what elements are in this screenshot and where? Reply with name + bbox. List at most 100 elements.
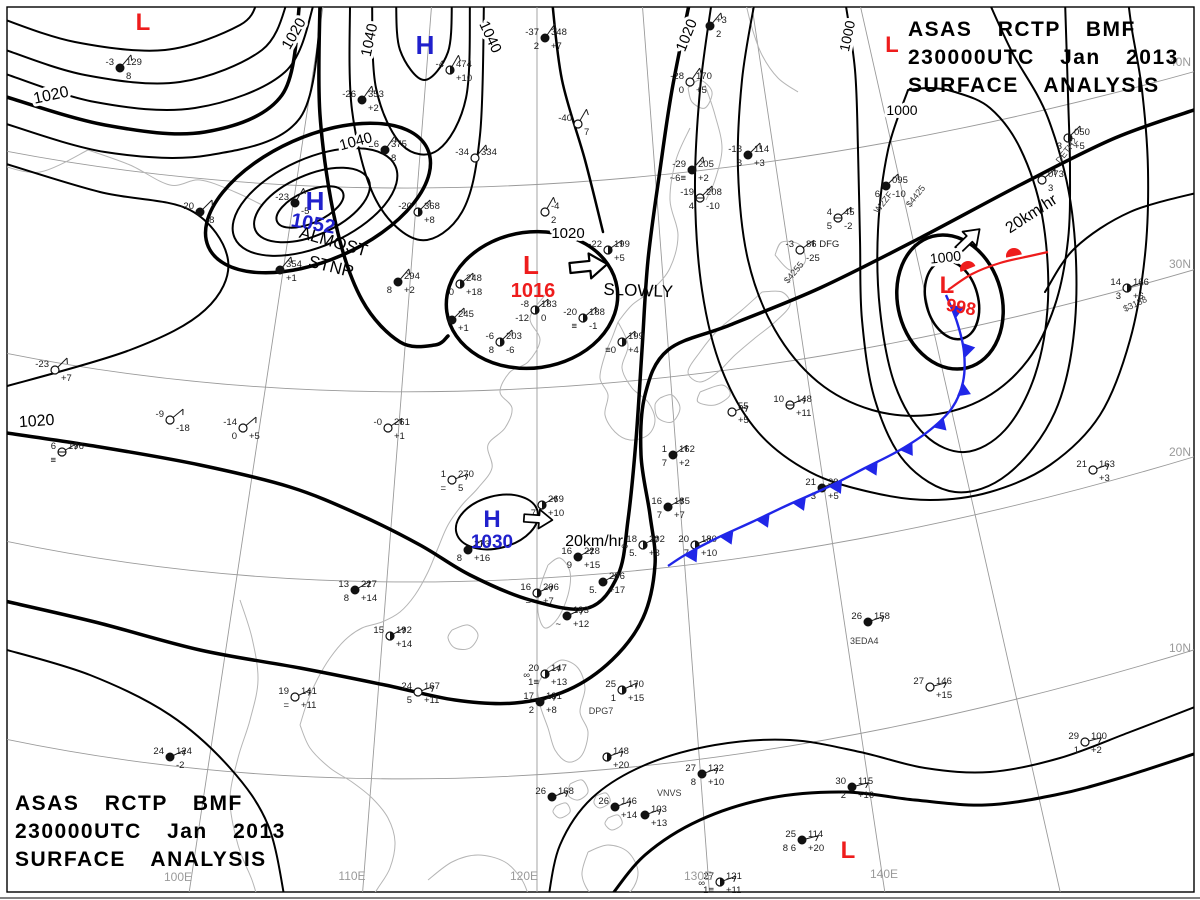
motion-arrow — [522, 508, 554, 530]
longitude-label: 110E — [338, 869, 365, 883]
station-tendency: 0 — [541, 313, 546, 324]
wind-barb-tick — [702, 156, 705, 163]
station-tendency: +14 — [621, 810, 637, 821]
wind-barb-tick — [681, 498, 684, 505]
isobar — [7, 7, 287, 85]
station-symbol — [275, 265, 285, 275]
coastline — [593, 792, 611, 809]
pressure-center-high: H — [416, 30, 435, 60]
station-symbol-half — [390, 632, 394, 640]
pressure-center-low: L — [885, 32, 898, 57]
latitude-label: 20N — [1169, 445, 1191, 459]
warm-front-semicircle — [1006, 248, 1022, 258]
station-pressure: 205 — [698, 159, 714, 170]
coastline — [599, 321, 656, 441]
title-word: BMF — [167, 792, 243, 815]
station-plot: -4 474 +10 — [436, 55, 472, 84]
station-dewpoint: ≡0 — [605, 345, 616, 356]
station-temp: -3 — [106, 57, 114, 68]
station-pressure: 103 — [651, 804, 667, 815]
station-plot: -20 -8 — [180, 199, 214, 226]
longitude-label: 100E — [164, 870, 192, 884]
station-symbol — [727, 407, 737, 417]
station-pressure: 199 — [628, 331, 644, 342]
isobar-value-label: 1020 — [18, 412, 55, 431]
station-tendency: +7 — [674, 510, 685, 521]
station-pressure: 227 — [361, 579, 377, 590]
station-plot: 273 8 +16 — [457, 539, 490, 564]
station-pressure: 167 — [424, 681, 440, 692]
cold-front-triangle — [828, 479, 843, 494]
station-tendency: +6 — [1133, 291, 1144, 302]
coastline — [7, 149, 89, 173]
isobar-ellipse — [253, 166, 371, 244]
station-pressure: 294 — [404, 271, 420, 282]
station-temp: -34 — [455, 147, 469, 158]
station-symbol-half — [622, 338, 626, 346]
station-plot: -23 -5 — [275, 188, 309, 217]
wind-barb-tick — [565, 791, 569, 797]
station-symbol — [413, 687, 423, 697]
station-symbol — [470, 153, 480, 163]
station-tendency: +11 — [796, 408, 811, 419]
ship-callsign: DPG7 — [589, 706, 614, 716]
station-pressure: -4 — [551, 201, 559, 212]
wind-barb-tick — [400, 418, 403, 425]
station-tendency: 8 — [391, 153, 396, 164]
station-plot: 26 168 — [535, 786, 574, 802]
wind-barb-tick — [943, 682, 947, 689]
meridian-line — [362, 7, 432, 892]
station-temp: 13 — [338, 579, 349, 590]
station-tendency: +2 — [404, 285, 415, 296]
station-dewpoint: = — [440, 483, 446, 494]
station-pressure: 114 — [808, 829, 823, 840]
station-tendency: +15 — [628, 693, 644, 704]
station-tendency: +10 — [858, 790, 874, 801]
station-weather: ∞ — [698, 878, 705, 889]
station-tendency: -10 — [892, 189, 906, 200]
station-temp: 4 — [827, 207, 832, 218]
station-symbol — [687, 165, 697, 175]
title-block-bottom-left: ASAS RCTP BMF 230000UTC Jan 2013 SURFACE A… — [15, 790, 286, 874]
isobar-ellipse — [275, 185, 345, 229]
title-word: RCTP — [972, 18, 1061, 41]
wind-barb-tick — [656, 536, 659, 543]
isobar — [876, 86, 1050, 454]
station-tendency: +17 — [609, 585, 625, 596]
station-temp: -4 — [436, 59, 444, 70]
station-symbol-half — [535, 306, 539, 314]
station-dewpoint: 1 — [611, 693, 616, 704]
pressure-center-value: 1030 — [471, 532, 513, 553]
station-tendency: 8 — [126, 71, 131, 82]
station-pressure: 245 — [458, 309, 474, 320]
station-dewpoint: 5. — [589, 585, 597, 596]
isobar — [348, 7, 485, 242]
station-symbol — [350, 585, 360, 595]
station-pressure: 166 — [1133, 277, 1149, 288]
station-pressure: 115 — [858, 776, 873, 787]
station-symbol — [165, 415, 175, 425]
isobar — [317, 7, 450, 349]
station-tendency: +2 — [679, 458, 690, 469]
station-dewpoint: = — [525, 596, 531, 607]
cold-front-triangle — [719, 530, 734, 545]
station-dewpoint: 1 — [1074, 745, 1079, 756]
station-pressure: 168 — [558, 786, 574, 797]
coastline — [617, 127, 691, 323]
station-temp: 19 — [278, 686, 289, 697]
pressure-center-low: L — [136, 9, 151, 36]
station-symbol-half — [643, 541, 647, 549]
station-symbol — [463, 545, 473, 555]
parallel-line — [7, 649, 1194, 780]
station-plot: -28 170 0 +5 — [670, 67, 712, 96]
station-temp: 20 — [528, 663, 539, 674]
station-temp: 27 — [685, 763, 696, 774]
station-tendency: +2 — [368, 103, 379, 114]
latitude-label: 10N — [1169, 641, 1191, 655]
isobar-value-label: 1020 — [673, 17, 701, 54]
station-temp: -23 — [275, 192, 289, 203]
station-pressure: 206 — [543, 582, 559, 593]
station-dewpoint: 8 — [387, 285, 392, 296]
station-dewpoint: 0 — [232, 431, 237, 442]
